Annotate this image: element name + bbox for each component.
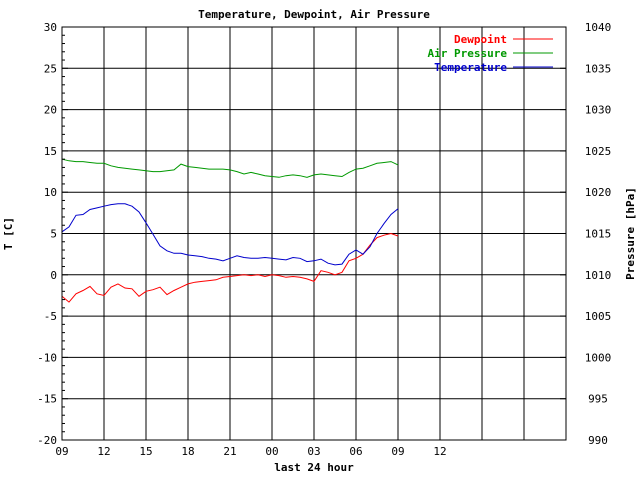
chart-title: Temperature, Dewpoint, Air Pressure: [198, 8, 430, 21]
x-tick-label: 06: [349, 445, 362, 458]
y-left-tick-label: 5: [50, 228, 57, 241]
x-tick-label: 18: [181, 445, 194, 458]
y-right-tick-label: 1035: [585, 62, 612, 75]
y-right-tick-label: 1020: [585, 186, 612, 199]
y-right-tick-label: 1010: [585, 269, 612, 282]
ticks: -20-15-10-505101520253099099510001005101…: [37, 21, 611, 458]
legend-label-air-pressure: Air Pressure: [428, 47, 508, 60]
y-right-tick-label: 1040: [585, 21, 612, 34]
x-tick-label: 09: [55, 445, 68, 458]
y-right-tick-label: 1015: [585, 228, 612, 241]
y-right-tick-label: 990: [588, 434, 608, 447]
y-right-tick-label: 1025: [585, 145, 612, 158]
x-tick-label: 12: [97, 445, 110, 458]
x-tick-label: 21: [223, 445, 236, 458]
y-left-tick-label: -20: [37, 434, 57, 447]
x-tick-label: 09: [391, 445, 404, 458]
y-right-tick-label: 995: [588, 393, 608, 406]
y-left-tick-label: -5: [44, 310, 57, 323]
y-right-tick-label: 1005: [585, 310, 612, 323]
series-line-temperature: [61, 203, 399, 266]
y-left-tick-label: 20: [44, 104, 57, 117]
x-tick-label: 12: [433, 445, 446, 458]
y-left-tick-label: 25: [44, 62, 57, 75]
y-left-tick-label: -10: [37, 351, 57, 364]
legend-label-temperature: Temperature: [434, 61, 507, 74]
series-layer: [61, 158, 399, 303]
y-left-tick-label: 30: [44, 21, 57, 34]
y-right-tick-label: 1000: [585, 351, 612, 364]
series-line-air-pressure: [61, 158, 399, 178]
series-line-dewpoint: [61, 232, 399, 303]
y-left-tick-label: -15: [37, 393, 57, 406]
y-axis-right-label: Pressure [hPa]: [624, 187, 637, 280]
x-tick-label: 00: [265, 445, 278, 458]
x-tick-label: 15: [139, 445, 152, 458]
y-right-tick-label: 1030: [585, 104, 612, 117]
y-axis-left-label: T [C]: [2, 217, 15, 250]
y-left-tick-label: 15: [44, 145, 57, 158]
grid: [62, 27, 566, 440]
legend-label-dewpoint: Dewpoint: [454, 33, 507, 46]
y-left-tick-label: 10: [44, 186, 57, 199]
x-tick-label: 03: [307, 445, 320, 458]
y-left-tick-label: 0: [50, 269, 57, 282]
x-axis-label: last 24 hour: [274, 461, 354, 474]
